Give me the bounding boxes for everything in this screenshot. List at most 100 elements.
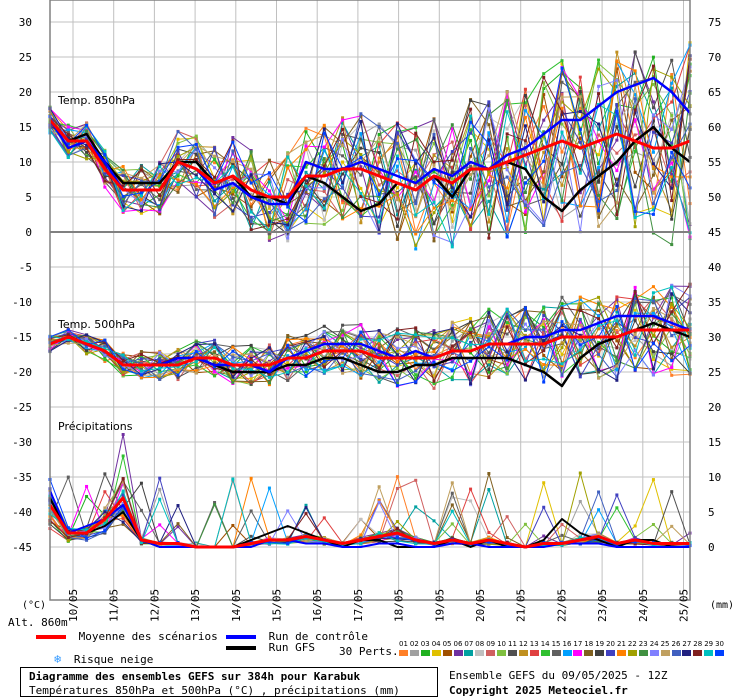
pert-850-line-point [267, 193, 271, 197]
pert-500-line-point [651, 301, 655, 305]
pert-precip-line-point [286, 509, 290, 513]
pert-500-line-point [578, 302, 582, 306]
pert-500-line-point [377, 366, 381, 370]
pert-850-line-point [66, 128, 70, 132]
pert-500-line-point [615, 330, 619, 334]
pert-precip-line-point [231, 523, 235, 527]
pert-850-line-point [286, 178, 290, 182]
pert-850-line-point [670, 141, 674, 145]
pert-850-line-point [432, 153, 436, 157]
pert-500-line-point [432, 350, 436, 354]
x-tick-label: 10/05 [67, 589, 80, 622]
pert-precip-line-point [66, 536, 70, 540]
x-tick-label: 22/05 [555, 589, 568, 622]
pert-850-line-point [432, 132, 436, 136]
pert-850-line [49, 91, 691, 224]
pert-swatch [540, 650, 550, 656]
pert-swatch [399, 650, 408, 656]
pert-precip-line-point [395, 529, 399, 533]
pert-500-line-point [121, 372, 125, 376]
pert-500-line-point [670, 367, 674, 371]
pert-850-line-point [469, 208, 473, 212]
pert-500-line-point [414, 326, 418, 330]
pert-850-line-point [231, 201, 235, 205]
pert-precip-line-point [267, 540, 271, 544]
pert-500-line-point [670, 349, 674, 353]
pert-850-line-point [267, 232, 271, 236]
pert-500-line-point [121, 355, 125, 359]
pert-500-line-point [377, 329, 381, 333]
pert-500-line-point [176, 361, 180, 365]
pert-500-line-point [560, 320, 564, 324]
pert-500-line-point [414, 340, 418, 344]
pert-850-line-point [341, 198, 345, 202]
pert-precip-line-point [103, 529, 107, 533]
pert-500-line-point [432, 382, 436, 386]
pert-850-line-point [341, 116, 345, 120]
pert-500-line-point [231, 381, 235, 385]
footer-subtitle: Températures 850hPa et 500hPa (°C) , pré… [29, 684, 400, 697]
pert-500-line-point [523, 333, 527, 337]
pert-850-line-point [231, 165, 235, 169]
pert-850-line-point [523, 165, 527, 169]
pert-500-line-point [487, 332, 491, 336]
pert-500-line-point [304, 367, 308, 371]
pert-850-line-point [176, 172, 180, 176]
pert-precip-line-point [249, 476, 253, 480]
pert-500-line-point [651, 367, 655, 371]
pert-500-line-point [542, 380, 546, 384]
legend-gfs-swatch [226, 646, 256, 650]
pert-500-line-point [341, 358, 345, 362]
pert-500-line-point [359, 337, 363, 341]
pert-850-line-point [615, 122, 619, 126]
pert-500-line-point [578, 343, 582, 347]
pert-500-line-point [542, 357, 546, 361]
pert-850-line-point [359, 173, 363, 177]
pert-precip-line-point [560, 533, 564, 537]
pert-850-line-point [85, 123, 89, 127]
pert-500-line-point [670, 347, 674, 351]
pert-number: 20 [606, 640, 616, 648]
pert-swatch [442, 650, 452, 656]
pert-850-line-point [560, 106, 564, 110]
pert-500-line-point [542, 328, 546, 332]
pert-500-line-point [395, 384, 399, 388]
pert-precip-line-point [578, 540, 582, 544]
pert-500-line-point [432, 329, 436, 333]
pert-850-line-point [414, 232, 418, 236]
pert-850-line-point [267, 223, 271, 227]
x-tick-label: 25/05 [678, 589, 691, 622]
pert-850-line-point [267, 189, 271, 193]
pert-500-line-point [487, 351, 491, 355]
pert-850-line-point [670, 175, 674, 179]
pert-850-line-point [432, 129, 436, 133]
pert-precip-line-point [597, 532, 601, 536]
pert-850-line-point [359, 152, 363, 156]
pert-precip-line-point [505, 515, 509, 519]
pert-500-line-point [85, 344, 89, 348]
pert-number: 30 [715, 640, 725, 648]
pert-850-line-point [432, 136, 436, 140]
pert-850-line-point [578, 89, 582, 93]
pert-850-line-point [231, 212, 235, 216]
pert-500-line-point [121, 367, 125, 371]
pert-850-line-point [505, 92, 509, 96]
left-tick-label: -15 [12, 331, 32, 344]
pert-850-line-point [194, 142, 198, 146]
pert-precip-line-point [377, 485, 381, 489]
pert-500-line-point [542, 334, 546, 338]
pert-precip-line-point [578, 499, 582, 503]
pert-850-line-point [432, 206, 436, 210]
pert-precip-line-point [85, 484, 89, 488]
pert-500-line-point [359, 367, 363, 371]
pert-500-line-point [487, 325, 491, 329]
pert-500-line-point [560, 346, 564, 350]
pert-850-line-point [103, 179, 107, 183]
pert-850-line-point [523, 163, 527, 167]
pert-500-line-point [249, 377, 253, 381]
pert-500-line-point [633, 285, 637, 289]
pert-850-line-point [560, 219, 564, 223]
pert-850-line-point [670, 213, 674, 217]
pert-850-line-point [432, 234, 436, 238]
